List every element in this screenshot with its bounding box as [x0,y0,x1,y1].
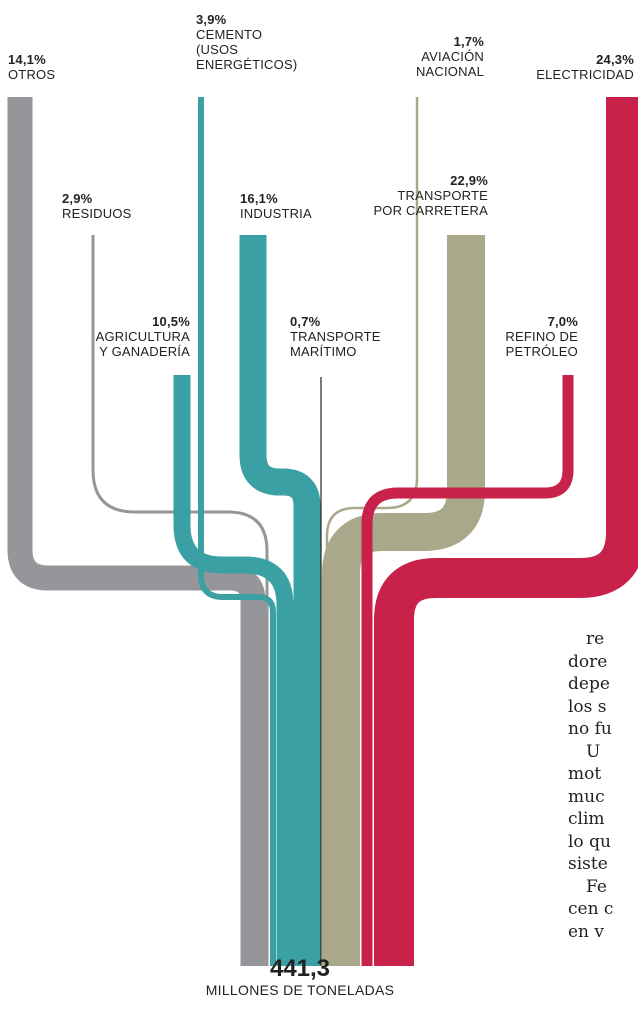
name: POR CARRETERA [373,203,488,218]
label-maritimo: 0,7% TRANSPORTE MARÍTIMO [290,314,381,359]
percent: 7,0% [547,314,578,329]
flow-industria [239,235,321,966]
article-line: en v [568,921,605,942]
flow-carretera [322,235,485,966]
name: NACIONAL [415,64,484,79]
article-line: no fu [568,719,612,739]
name: TRANSPORTE [397,188,488,203]
article-line: Fe [586,876,607,897]
percent: 1,7% [453,34,484,49]
article-line: dore [568,651,608,672]
label-refino: 7,0% REFINO DE PETRÓLEO [470,314,578,359]
flow-refino [361,375,574,966]
name: AGRICULTURA [95,329,190,344]
label-electricidad: 24,3% ELECTRICIDAD [500,52,634,82]
percent: 24,3% [596,52,634,67]
label-aviacion: 1,7% AVIACIÓN NACIONAL [360,34,484,79]
article-line: clim [568,809,605,829]
name: OTROS [8,67,56,82]
percent: 2,9% [62,191,93,206]
name: Y GANADERÍA [99,344,190,359]
flow-agricultura [173,375,294,966]
label-residuos: 2,9% RESIDUOS [62,191,132,221]
flow-electricidad [374,97,638,966]
article-line: lo qu [568,831,611,852]
name: AVIACIÓN [421,49,484,64]
name: ENERGÉTICOS) [196,57,298,72]
percent: 0,7% [290,314,321,329]
article-line: siste [568,854,608,874]
article-line: mot [568,764,602,784]
label-carretera: 22,9% TRANSPORTE POR CARRETERA [340,173,488,218]
total-value: 441,3 [269,955,331,982]
percent: 10,5% [152,314,190,329]
total-unit: MILLONES DE TONELADAS [205,982,395,998]
name: CEMENTO [196,27,263,42]
name: PETRÓLEO [505,344,578,359]
name: RESIDUOS [62,206,132,221]
flow-cemento [198,97,276,966]
name: (USOS [196,42,239,57]
article-line: U [586,741,601,762]
label-industria: 16,1% INDUSTRIA [240,191,312,221]
percent: 16,1% [240,191,278,206]
name: ELECTRICIDAD [536,67,634,82]
label-cemento: 3,9% CEMENTO (USOS ENERGÉTICOS) [196,12,297,72]
name: REFINO DE [505,329,578,344]
percent: 22,9% [450,173,488,188]
name: INDUSTRIA [240,206,312,221]
article-text-fragment: re dore depe los s no fu U mot muc clim … [568,628,638,943]
total-emissions: 441,3 MILLONES DE TONELADAS [170,955,430,999]
label-agricultura: 10,5% AGRICULTURA Y GANADERÍA [60,314,190,359]
name: MARÍTIMO [290,344,357,359]
percent: 3,9% [196,12,227,27]
article-line: depe [568,674,610,694]
article-line: muc [568,786,605,807]
article-line: cen c [568,899,614,919]
article-line: los s [568,696,607,717]
percent: 14,1% [8,52,46,67]
flow-otros [7,97,266,966]
name: TRANSPORTE [290,329,381,344]
article-line: re [586,629,605,649]
label-otros: 14,1% OTROS [8,52,55,82]
